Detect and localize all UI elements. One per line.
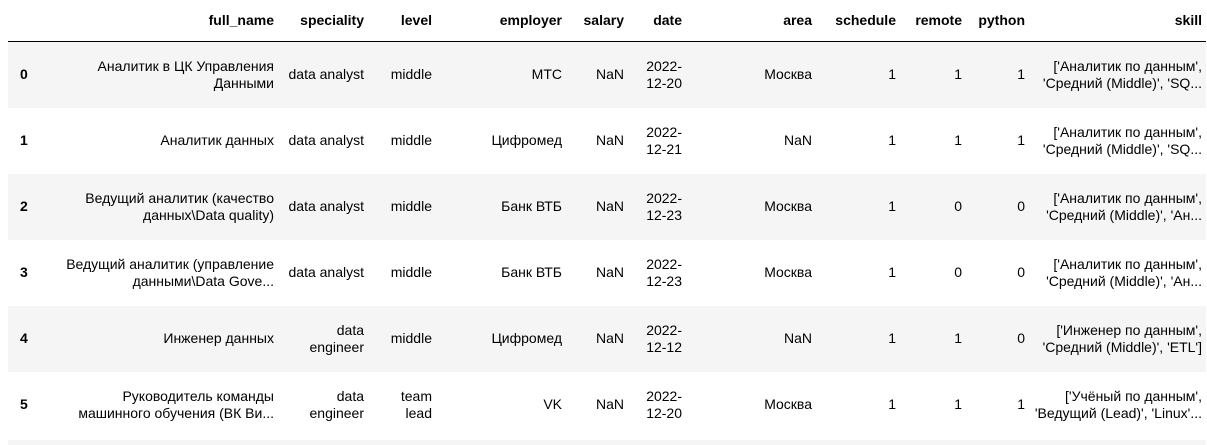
cell-level: middle [390, 132, 432, 148]
cell-python: 0 [1017, 198, 1025, 214]
cell-speciality: data engineer [309, 321, 365, 355]
cell-speciality: data analyst [288, 198, 365, 214]
cell-schedule: 1 [888, 198, 896, 214]
cell-level: middle [390, 198, 432, 214]
row-index: 1 [20, 132, 28, 148]
cell-employer: Цифромед [491, 132, 562, 148]
cell-speciality: data engineer [309, 387, 365, 421]
table-row: 2 Ведущий аналитик (качество данных\Data… [8, 173, 1206, 240]
column-header-skill: skill [1029, 0, 1206, 42]
table-row: 5 Руководитель команды машинного обучени… [8, 371, 1206, 438]
column-header-level: level [368, 0, 436, 42]
cell-schedule: 1 [888, 396, 896, 412]
cell-speciality: data analyst [288, 264, 365, 280]
row-index: 5 [20, 396, 28, 412]
cell-schedule: 1 [888, 264, 896, 280]
table-row: 3 Ведущий аналитик (управление данными\D… [8, 239, 1206, 306]
table-header: full_name speciality level employer sala… [8, 0, 1206, 42]
cell-skill: ['Аналитик по данным', 'Средний (Middle)… [1042, 57, 1202, 91]
cell-employer: Банк ВТБ [501, 264, 562, 280]
cell-employer: Цифромед [491, 330, 562, 346]
cell-date: 2022-12-20 [646, 57, 682, 91]
cell-salary: NaN [595, 396, 624, 412]
table-row: 4 Инженер данных data engineer middle Ци… [8, 305, 1206, 372]
header-row: full_name speciality level employer sala… [8, 0, 1206, 42]
cell-full-name: Аналитик данных [160, 132, 274, 148]
cell-level: team lead [400, 387, 432, 421]
cell-salary: NaN [595, 330, 624, 346]
cell-schedule: 1 [888, 132, 896, 148]
cell-salary: NaN [595, 264, 624, 280]
cell-python: 0 [1017, 330, 1025, 346]
next-row-edge [8, 440, 1206, 445]
cell-skill: ['Инженер по данным', 'Средний (Middle)'… [1042, 321, 1202, 355]
cell-full-name: Аналитик в ЦК Управления Данными [97, 57, 274, 91]
column-header-speciality: speciality [278, 0, 368, 42]
cell-date: 2022-12-23 [646, 189, 682, 223]
cell-skill: ['Учёный по данным', 'Ведущий (Lead)', '… [1034, 387, 1202, 421]
dataframe-output: full_name speciality level employer sala… [8, 0, 1207, 438]
column-header-area: area [686, 0, 816, 42]
cell-date: 2022-12-23 [646, 255, 682, 289]
cell-full-name: Ведущий аналитик (управление данными\Dat… [66, 255, 274, 289]
cell-python: 1 [1017, 66, 1025, 83]
cell-schedule: 1 [888, 66, 896, 83]
cell-remote: 0 [954, 264, 962, 280]
column-header-employer: employer [436, 0, 566, 42]
cell-area: NaN [783, 330, 812, 346]
cell-remote: 1 [954, 330, 962, 346]
index-header [8, 0, 48, 42]
cell-speciality: data analyst [288, 132, 365, 148]
column-header-full-name: full_name [48, 0, 278, 42]
cell-skill: ['Аналитик по данным', 'Средний (Middle)… [1046, 255, 1202, 289]
cell-employer: Банк ВТБ [501, 198, 562, 214]
cell-salary: NaN [595, 66, 624, 83]
cell-salary: NaN [595, 198, 624, 214]
cell-date: 2022-12-12 [646, 321, 682, 355]
cell-area: NaN [783, 132, 812, 148]
cell-area: Москва [764, 198, 812, 214]
cell-full-name: Ведущий аналитик (качество данных\Data q… [85, 189, 274, 223]
cell-skill: ['Аналитик по данным', 'Средний (Middle)… [1042, 123, 1202, 157]
cell-python: 1 [1017, 396, 1025, 412]
cell-python: 1 [1017, 132, 1025, 148]
cell-remote: 1 [954, 396, 962, 412]
cell-speciality: data analyst [288, 66, 365, 83]
column-header-salary: salary [566, 0, 628, 42]
cell-date: 2022-12-20 [646, 387, 682, 421]
cell-remote: 1 [954, 66, 962, 83]
dataframe-table: full_name speciality level employer sala… [8, 0, 1206, 438]
table-body: 0 Аналитик в ЦК Управления Данными data … [8, 41, 1206, 438]
table-row: 0 Аналитик в ЦК Управления Данными data … [8, 41, 1206, 108]
column-header-remote: remote [900, 0, 966, 42]
cell-area: Москва [764, 264, 812, 280]
table-row: 1 Аналитик данных data analyst middle Ци… [8, 107, 1206, 174]
cell-schedule: 1 [888, 330, 896, 346]
row-index: 3 [20, 264, 28, 280]
cell-level: middle [390, 330, 432, 346]
row-index: 2 [20, 198, 28, 214]
cell-salary: NaN [595, 132, 624, 148]
cell-python: 0 [1017, 264, 1025, 280]
cell-remote: 1 [954, 132, 962, 148]
cell-skill: ['Аналитик по данным', 'Средний (Middle)… [1046, 189, 1202, 223]
column-header-date: date [628, 0, 686, 42]
cell-level: middle [390, 264, 432, 280]
cell-date: 2022-12-21 [646, 123, 682, 157]
cell-full-name: Инженер данных [163, 330, 274, 346]
row-index: 0 [20, 66, 28, 83]
cell-area: Москва [764, 396, 812, 412]
column-header-python: python [966, 0, 1029, 42]
column-header-schedule: schedule [816, 0, 900, 42]
cell-full-name: Руководитель команды машинного обучения … [78, 387, 274, 421]
row-index: 4 [20, 330, 28, 346]
cell-remote: 0 [954, 198, 962, 214]
cell-employer: VK [543, 396, 562, 412]
cell-employer: МТС [531, 66, 562, 83]
cell-area: Москва [764, 66, 812, 83]
cell-level: middle [390, 66, 432, 83]
